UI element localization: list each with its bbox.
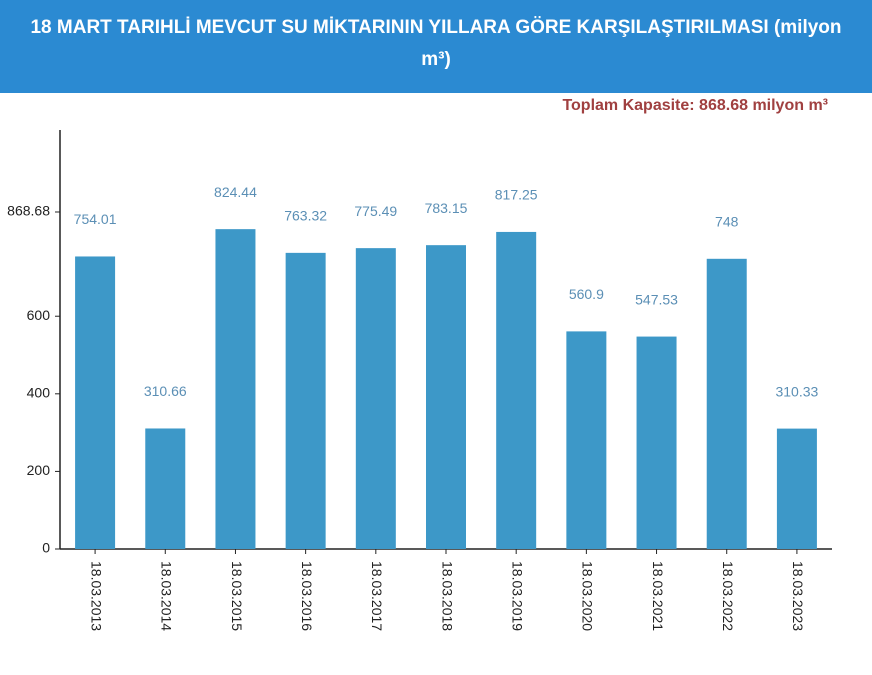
value-label: 775.49 (354, 203, 397, 219)
x-tick-label: 18.03.2016 (299, 561, 315, 631)
y-tick-label: 0 (42, 540, 50, 556)
bar (566, 331, 607, 549)
bar (706, 258, 747, 549)
value-label: 754.01 (74, 211, 117, 227)
x-tick-label: 18.03.2014 (159, 561, 175, 631)
value-label: 310.33 (775, 383, 818, 399)
value-label: 748 (715, 214, 739, 230)
value-label: 310.66 (144, 383, 187, 399)
bar (355, 248, 396, 549)
x-tick-label: 18.03.2017 (369, 561, 385, 631)
x-tick-label: 18.03.2019 (509, 561, 525, 631)
bar (215, 229, 256, 549)
value-label: 763.32 (284, 208, 327, 224)
x-tick-label: 18.03.2013 (88, 561, 104, 631)
y-tick-label: 868.68 (7, 203, 50, 219)
value-label: 547.53 (635, 291, 678, 307)
x-tick-label: 18.03.2020 (580, 561, 596, 631)
bar (75, 256, 116, 549)
x-tick-label: 18.03.2021 (650, 561, 666, 631)
chart-title: 18 MART TARIHLİ MEVCUT SU MİKTARININ YIL… (0, 0, 872, 93)
chart-subtitle: Toplam Kapasite: 868.68 milyon m³ (562, 97, 828, 114)
x-tick-label: 18.03.2022 (720, 561, 736, 631)
x-tick-label: 18.03.2018 (439, 561, 455, 631)
bar (636, 336, 677, 549)
bar (145, 428, 186, 549)
value-label: 824.44 (214, 184, 257, 200)
bar (285, 252, 326, 549)
y-tick-label: 400 (27, 385, 51, 401)
bar (426, 245, 466, 549)
y-tick-label: 600 (27, 307, 51, 323)
y-tick-label: 200 (27, 462, 51, 478)
bar (496, 231, 537, 550)
x-tick-label: 18.03.2023 (790, 561, 806, 631)
value-label: 783.15 (425, 200, 468, 216)
value-label: 560.9 (569, 286, 604, 302)
bar (776, 428, 817, 549)
value-label: 817.25 (495, 187, 538, 203)
x-tick-label: 18.03.2015 (229, 561, 245, 631)
